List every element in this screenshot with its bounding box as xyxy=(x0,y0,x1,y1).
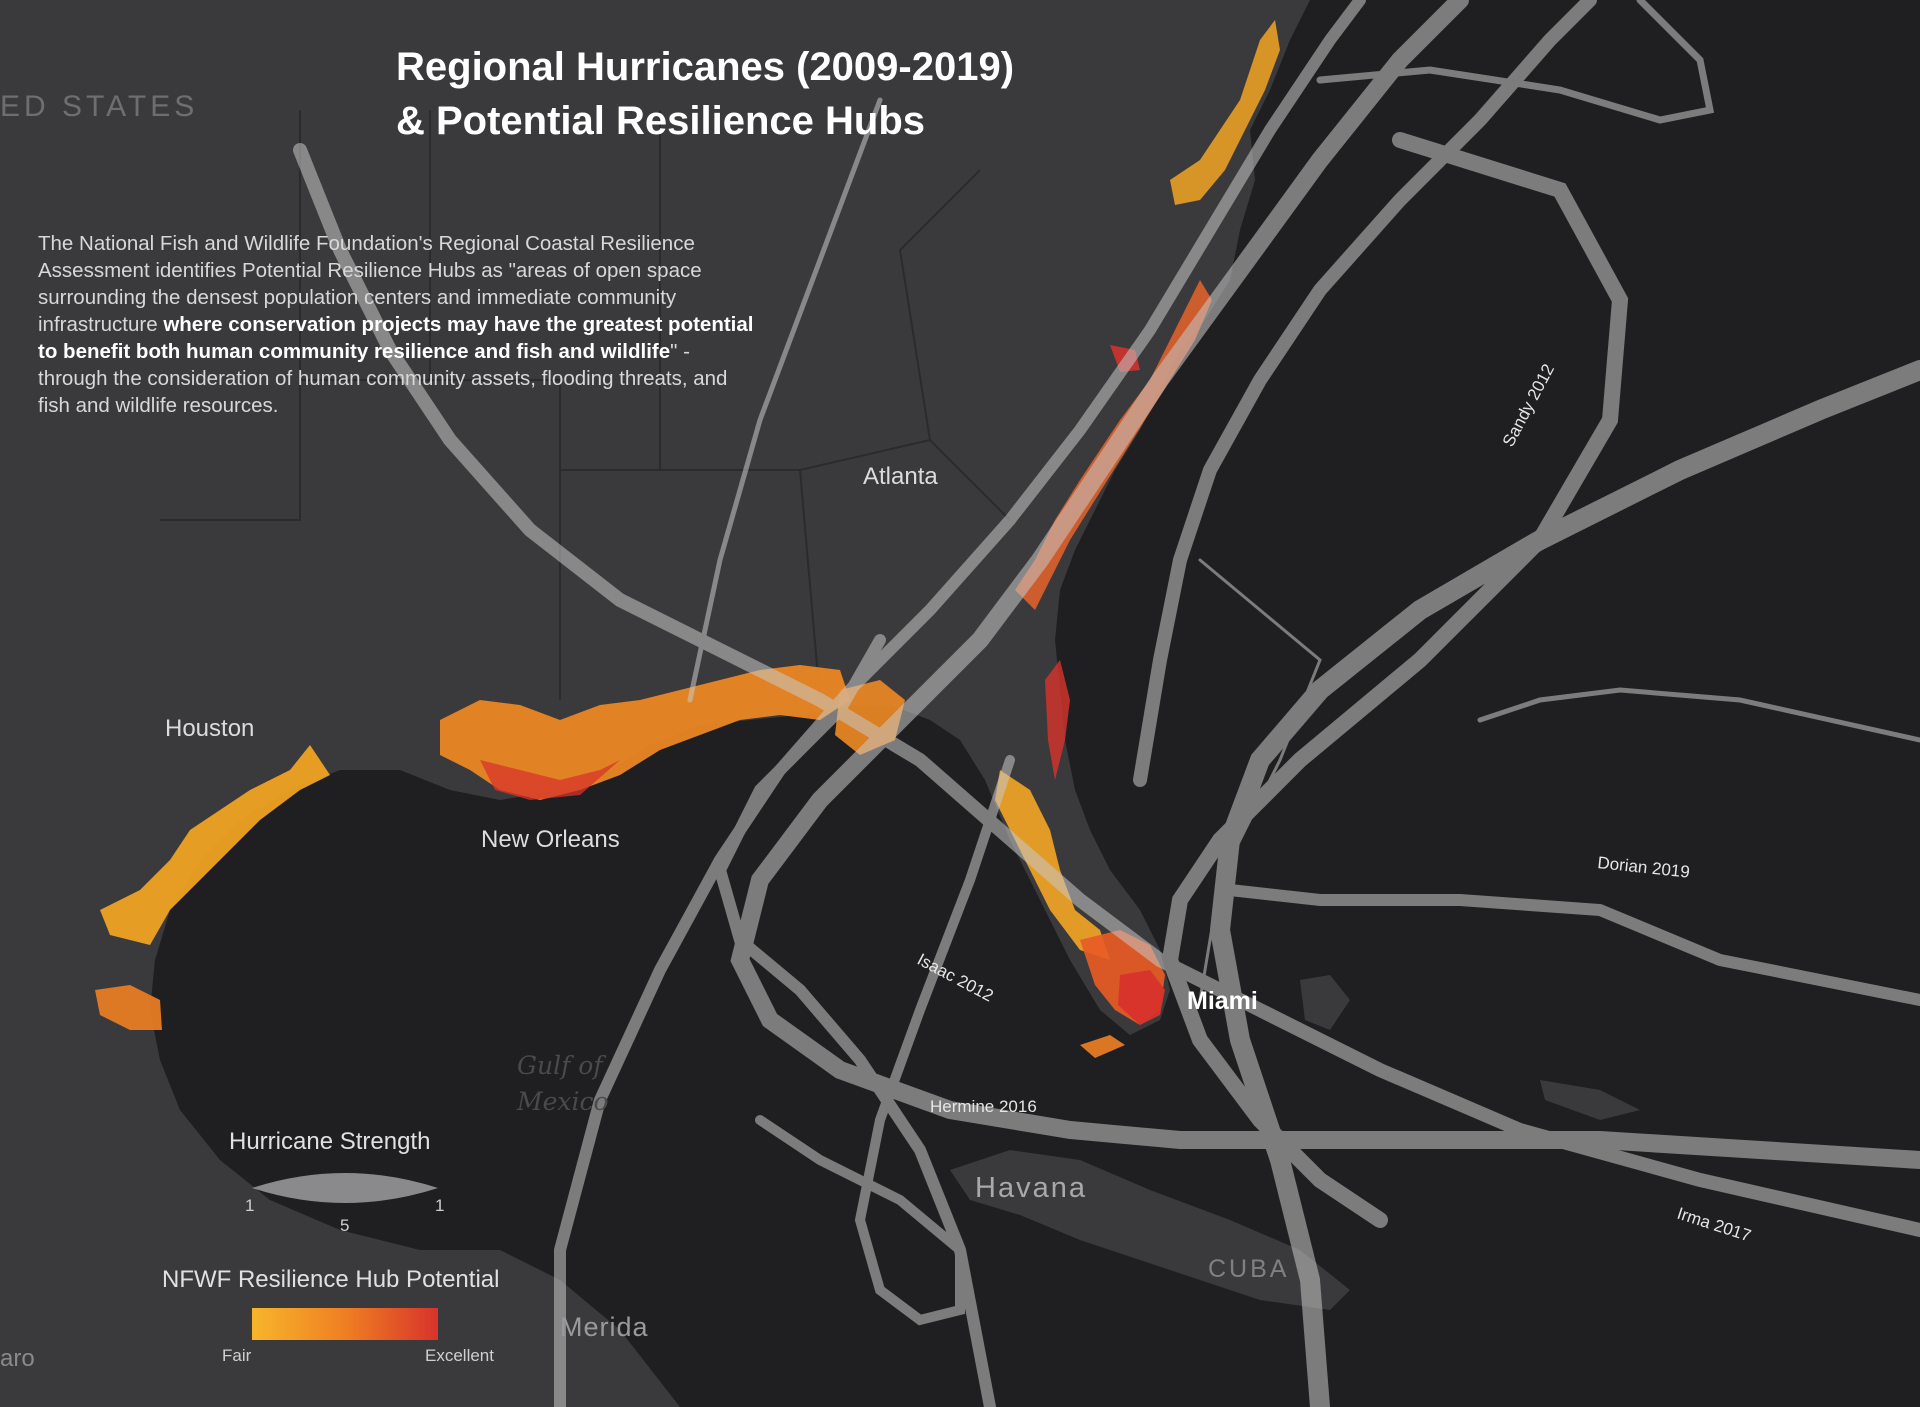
legend-hub-low: Fair xyxy=(222,1346,252,1365)
track-hermine xyxy=(554,0,1366,1407)
map-title: Regional Hurricanes (2009-2019) & Potent… xyxy=(396,40,1014,148)
legend-strength-left: 1 xyxy=(245,1196,255,1215)
storm-label-irma: Irma 2017 xyxy=(1675,1204,1754,1246)
track-sandy-loop xyxy=(1316,0,1715,124)
basemap-label-merida: Merida xyxy=(560,1312,649,1342)
track-gulf-loop-2 xyxy=(755,755,1015,1326)
hurricane-strength-symbol xyxy=(252,1173,438,1203)
hub-miami-core xyxy=(1118,970,1165,1025)
basemap-label-cuba: CUBA xyxy=(1208,1255,1290,1283)
intro-text-2: " - through the consideration of human c… xyxy=(38,340,728,417)
track-wide-atlantic xyxy=(1133,0,1597,787)
legend-hub-title: NFWF Resilience Hub Potential xyxy=(162,1266,500,1293)
intro-text-1: The National Fish and Wildlife Foundatio… xyxy=(38,232,702,336)
track-dorian-branch xyxy=(1224,884,1920,1006)
storm-label-hermine: Hermine 2016 xyxy=(930,1097,1037,1116)
city-label-miami: Miami xyxy=(1187,987,1258,1015)
cuba-land xyxy=(950,1150,1350,1310)
track-thin-3 xyxy=(1198,558,1322,1002)
basemap-label-havana: Havana xyxy=(975,1172,1087,1204)
gulf-label-line-1: Gulf of xyxy=(517,1051,603,1080)
track-dorian xyxy=(1209,360,1920,1407)
city-label-atlanta: Atlanta xyxy=(863,463,938,490)
hub-florida-west xyxy=(995,770,1110,960)
title-line-2: & Potential Resilience Hubs xyxy=(396,99,926,143)
basemap-label-united-states: ED STATES xyxy=(0,90,199,123)
gulf-of-mexico-label: Gulf of Mexico xyxy=(517,1048,609,1120)
hub-louisiana-coast xyxy=(440,665,850,800)
legend-hub-high: Excellent xyxy=(425,1346,494,1365)
intro-paragraph: The National Fish and Wildlife Foundatio… xyxy=(38,230,758,419)
legend-strength-title: Hurricane Strength xyxy=(229,1128,431,1155)
hub-texas-south xyxy=(95,985,162,1030)
gulf-label-line-2: Mexico xyxy=(517,1087,609,1116)
basemap-label-aro: aro xyxy=(0,1345,35,1372)
state-borders xyxy=(160,110,1011,701)
legend-strength-mid: 5 xyxy=(340,1216,350,1235)
hurricane-tracks xyxy=(293,0,1920,1407)
city-label-houston: Houston xyxy=(165,715,255,742)
hub-louisiana-core xyxy=(480,760,620,800)
legend-strength-right: 1 xyxy=(435,1196,445,1215)
hub-texas-coast xyxy=(100,745,330,945)
city-label-new-orleans: New Orleans xyxy=(481,826,620,853)
bahamas-land xyxy=(1300,975,1640,1120)
storm-label-dorian: Dorian 2019 xyxy=(1597,853,1691,882)
legend-hub-color-ramp xyxy=(252,1308,438,1340)
track-thin-2 xyxy=(1477,687,1920,743)
track-isaac xyxy=(293,143,1920,1237)
storm-label-sandy: Sandy 2012 xyxy=(1499,361,1558,450)
intro-text-bold: where conservation projects may have the… xyxy=(38,313,754,363)
hub-keys xyxy=(1080,1035,1125,1058)
title-line-1: Regional Hurricanes (2009-2019) xyxy=(396,45,1015,89)
track-thin-1 xyxy=(687,97,883,703)
hub-florida-atlantic xyxy=(1045,660,1070,780)
track-irma xyxy=(730,0,1920,1169)
hub-mid-atlantic xyxy=(1170,20,1280,205)
track-gulf-loop xyxy=(713,634,996,1407)
